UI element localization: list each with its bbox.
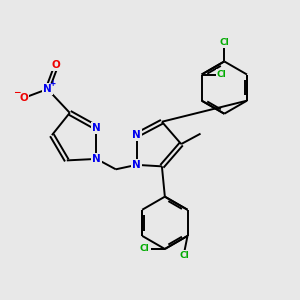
Text: Cl: Cl xyxy=(180,251,189,260)
Text: −: − xyxy=(14,88,21,97)
Text: Cl: Cl xyxy=(217,70,227,79)
Text: O: O xyxy=(19,93,28,103)
Text: N: N xyxy=(43,84,52,94)
Text: +: + xyxy=(50,79,56,88)
Text: N: N xyxy=(132,130,141,140)
Text: Cl: Cl xyxy=(219,38,229,47)
Text: O: O xyxy=(52,60,61,70)
Text: N: N xyxy=(92,123,101,133)
Text: N: N xyxy=(132,160,141,170)
Text: N: N xyxy=(92,154,101,164)
Text: Cl: Cl xyxy=(140,244,149,253)
